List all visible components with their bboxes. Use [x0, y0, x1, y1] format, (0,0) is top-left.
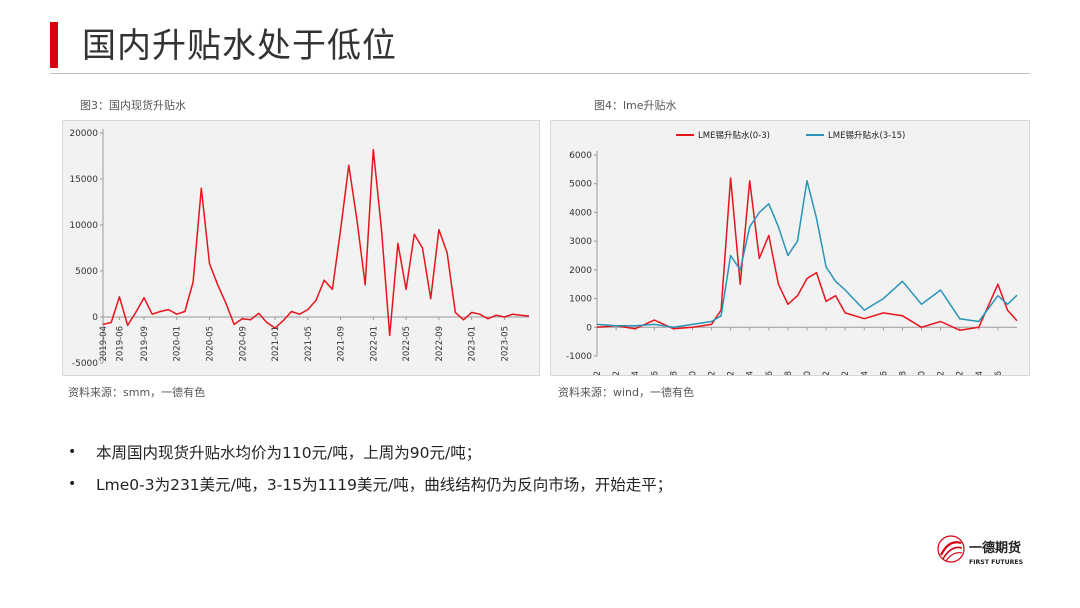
chart-left-panel: 20000 15000 10000 5000 0 -5000 2019-04 2019-06 2… — [62, 120, 540, 376]
left-chart-x-tick-label: 2022-05 — [402, 326, 412, 362]
chart-right: 6000 5000 4000 3000 2000 1000 0 -1000 2019-12 202… — [566, 130, 1018, 407]
right-chart-x-tick-label: 2021-02 — [727, 371, 737, 375]
right-chart-x-tick-label: 2021-08 — [784, 371, 794, 375]
left-chart-x-tick-label: 2022-09 — [435, 326, 445, 362]
bullet-item: • 本周国内现货升贴水均价为110元/吨，上周为90元/吨； — [68, 436, 672, 468]
bullet-dot: • — [68, 444, 77, 460]
right-chart-x-tick-label: 2022-12 — [937, 371, 947, 375]
left-chart-y-tick-label: -5000 — [72, 359, 98, 369]
left-chart-x-tick-label: 2021-05 — [304, 326, 314, 362]
right-chart-y-tick-label: 4000 — [569, 208, 592, 218]
left-chart-y-tick-label: 0 — [92, 313, 98, 323]
right-chart-legend-label: LME锡升贴水(0-3) — [698, 130, 770, 141]
right-chart-x-tick-label: 2021-04 — [746, 371, 756, 375]
left-chart-series-line-0 — [102, 148, 530, 337]
right-chart-y-tick-label: -1000 — [566, 352, 592, 362]
figure-right-source: 资料来源：wind，一德有色 — [558, 386, 695, 399]
right-chart-x-tick-label: 2020-10 — [688, 371, 698, 375]
right-chart-y-tick-label: 6000 — [569, 151, 592, 161]
right-chart-x-tick-label: 2020-04 — [631, 371, 641, 375]
left-chart-x-tick-label: 2019-09 — [140, 326, 150, 362]
left-chart-y-tick-label: 20000 — [69, 129, 98, 139]
page-title: 国内升贴水处于低位 — [82, 26, 397, 66]
chart-right-panel: 6000 5000 4000 3000 2000 1000 0 -1000 2019-12 202… — [550, 120, 1030, 407]
right-chart-x-tick-label: 2019-12 — [593, 371, 603, 375]
right-chart-x-tick-label: 2022-06 — [879, 371, 889, 375]
left-chart-x-tick-label: 2021-01 — [271, 326, 281, 362]
right-chart-x-tick-label: 2021-06 — [765, 371, 775, 375]
bullet-text: 本周国内现货升贴水均价为110元/吨，上周为90元/吨； — [96, 444, 482, 462]
left-chart-x-tick-label: 2020-01 — [173, 326, 183, 362]
right-chart-x-tick-label: 2023-06 — [994, 371, 1004, 375]
bullet-item: • Lme0-3为231美元/吨，3-15为1119美元/吨，曲线结构仍为反向市… — [68, 468, 672, 500]
right-chart-x-tick-label: 2020-08 — [669, 371, 679, 375]
logo-name: 一德期货 — [969, 540, 1021, 556]
logo-subtitle: FIRST FUTURES — [969, 559, 1023, 566]
right-chart-x-tick-label: 2022-04 — [860, 371, 870, 375]
left-chart-x-tick-label: 2020-05 — [206, 326, 216, 362]
left-chart-y-tick-label: 10000 — [69, 221, 98, 231]
bullet-text: Lme0-3为231美元/吨，3-15为1119美元/吨，曲线结构仍为反向市场，… — [96, 476, 673, 494]
figure-right-caption: 图4：lme升贴水 — [594, 99, 677, 112]
right-chart-series-line-1 — [596, 180, 1018, 329]
left-chart-x-tick-label: 2022-01 — [369, 326, 379, 362]
bullet-dot: • — [68, 476, 77, 492]
left-chart-x-tick-label: 2023-05 — [500, 326, 510, 362]
logo-mark-icon: 一德期货 FIRST FUTURES — [937, 535, 1023, 566]
right-chart-series-line-0 — [596, 177, 1018, 331]
left-chart-x-tick-label: 2019-06 — [115, 326, 125, 362]
right-chart-x-tick-label: 2023-02 — [956, 371, 966, 375]
right-chart-x-tick-label: 2021-10 — [803, 371, 813, 375]
right-chart-y-tick-label: 3000 — [569, 237, 592, 247]
right-chart-x-tick-label: 2022-10 — [918, 371, 928, 375]
left-chart-x-tick-label: 2023-01 — [468, 326, 478, 362]
right-chart-y-tick-label: 1000 — [569, 295, 592, 305]
right-chart-legend-label: LME锡升贴水(3-15) — [828, 130, 905, 141]
right-chart-x-tick-label: 2021-12 — [822, 371, 832, 375]
bullet-list: • 本周国内现货升贴水均价为110元/吨，上周为90元/吨； • Lme0-3为… — [68, 436, 672, 500]
left-chart-x-tick-label: 2020-09 — [238, 326, 248, 362]
left-chart-x-tick-label: 2021-09 — [337, 326, 347, 362]
right-chart-x-tick-label: 2020-02 — [612, 371, 622, 375]
right-chart-x-tick-label: 2022-02 — [841, 371, 851, 375]
right-chart-x-tick-label: 2020-12 — [708, 371, 718, 375]
right-chart-y-tick-label: 2000 — [569, 266, 592, 276]
left-chart-x-tick-label: 2019-04 — [99, 326, 109, 362]
left-chart-y-tick-label: 15000 — [69, 175, 98, 185]
right-chart-x-tick-label: 2023-04 — [975, 371, 985, 375]
figure-left-caption: 图3：国内现货升贴水 — [80, 99, 186, 112]
title-divider — [50, 73, 1030, 74]
figure-left-source: 资料来源：smm，一德有色 — [68, 386, 206, 399]
right-chart-x-tick-label: 2020-06 — [650, 371, 660, 375]
right-chart-y-tick-label: 0 — [586, 323, 592, 333]
left-chart-y-tick-label: 5000 — [75, 267, 98, 277]
title-accent-bar — [50, 22, 58, 68]
right-chart-x-tick-label: 2022-08 — [898, 371, 908, 375]
company-logo: 一德期货 FIRST FUTURES — [935, 533, 1035, 569]
right-chart-y-tick-label: 5000 — [569, 180, 592, 190]
